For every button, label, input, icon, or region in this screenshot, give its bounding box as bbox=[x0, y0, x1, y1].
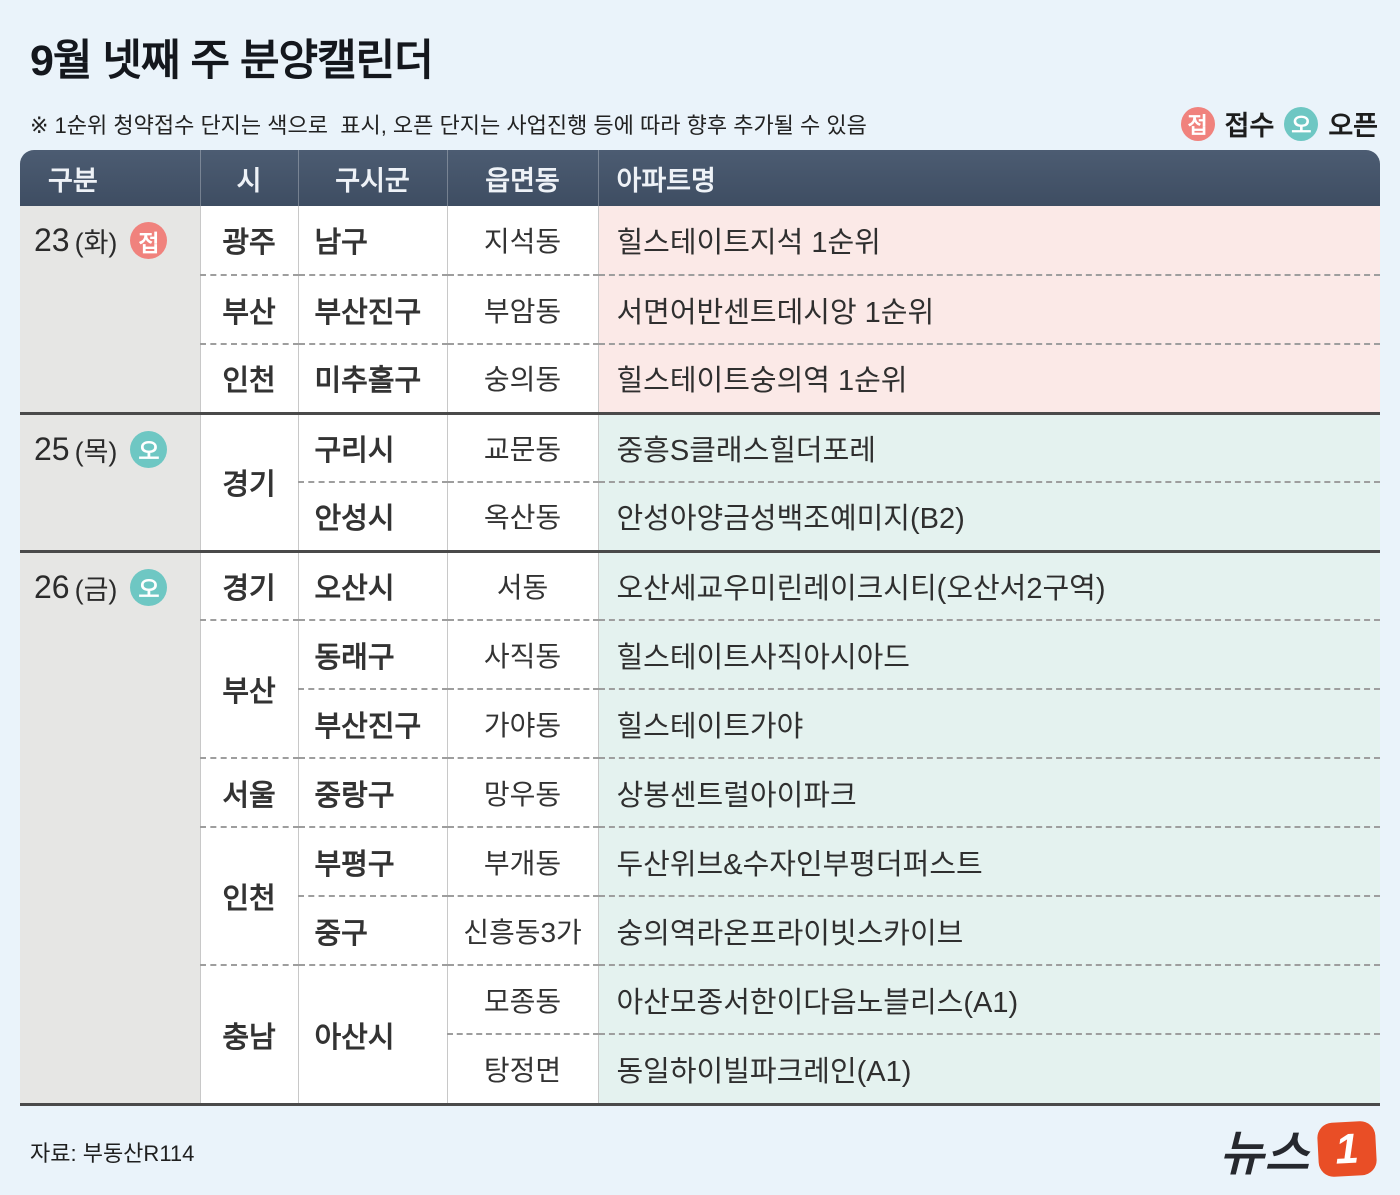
si-cell: 부산 bbox=[199, 619, 298, 758]
legend-reception-label: 접수 bbox=[1224, 111, 1275, 141]
table-row: 23 (화) 접 광주 남구 지석동 힐스테이트지석 1순위 bbox=[20, 206, 1380, 413]
calendar-table: 구분 시 구시군 읍면동 아파트명 23 (화) 접 bbox=[20, 150, 1380, 1103]
eupmyeondong-cell: 교문동 bbox=[446, 411, 598, 482]
eupmyeondong-cell: 부개동 bbox=[446, 826, 598, 896]
gusigun-cell: 아산시 bbox=[297, 964, 447, 1103]
gusigun-cell: 남구 bbox=[297, 206, 447, 275]
table-row: 안성시 옥산동 안성아양금성백조예미지(B2) bbox=[20, 481, 1380, 551]
open-badge-icon: 오 bbox=[1284, 106, 1319, 141]
eupmyeondong-cell: 가야동 bbox=[446, 688, 598, 758]
header-gubun: 구분 bbox=[20, 150, 200, 206]
si-cell: 경기 bbox=[199, 411, 298, 551]
table-row: 탕정면 동일하이빌파크레인(A1) bbox=[20, 1033, 1380, 1103]
si-cell: 인천 bbox=[199, 343, 298, 413]
header-gusigun: 구시군 bbox=[297, 150, 447, 206]
date-cell: 26 (금) 오 bbox=[20, 549, 200, 1103]
apartment-cell: 두산위브&수자인부평더퍼스트 bbox=[597, 826, 1380, 896]
gusigun-cell: 부평구 bbox=[297, 826, 447, 896]
gusigun-cell: 구리시 bbox=[297, 411, 447, 482]
apartment-cell: 아산모종서한이다음노블리스(A1) bbox=[597, 964, 1380, 1034]
date-day: 26 bbox=[34, 568, 70, 605]
si-cell: 부산 bbox=[199, 274, 298, 344]
eupmyeondong-cell: 모종동 bbox=[446, 964, 598, 1034]
table-row: 서울 중랑구 망우동 상봉센트럴아이파크 bbox=[20, 757, 1380, 827]
apartment-cell: 서면어반센트데시앙 1순위 bbox=[597, 274, 1380, 344]
si-cell: 충남 bbox=[199, 964, 298, 1103]
eupmyeondong-cell: 사직동 bbox=[446, 619, 598, 689]
apartment-cell: 힐스테이트지석 1순위 bbox=[597, 206, 1380, 275]
reception-badge-icon: 접 bbox=[130, 222, 168, 259]
news1-logo-box-icon: 1 bbox=[1316, 1120, 1378, 1178]
subtitle-note: ※ 1순위 청약접수 단지는 색으로 표시, 오픈 단지는 사업진행 등에 따라… bbox=[30, 112, 867, 138]
date-line: 25 (목) 오 bbox=[20, 415, 200, 484]
table-row: 부산 동래구 사직동 힐스테이트사직아시아드 bbox=[20, 619, 1380, 758]
apartment-cell: 힐스테이트숭의역 1순위 bbox=[597, 343, 1380, 413]
eupmyeondong-cell: 부암동 bbox=[446, 274, 598, 344]
legend-open-label: 오픈 bbox=[1328, 111, 1378, 141]
date-cell: 25 (목) 오 bbox=[20, 411, 200, 551]
eupmyeondong-cell: 서동 bbox=[446, 549, 598, 620]
date-cell: 23 (화) 접 bbox=[20, 206, 200, 413]
reception-badge-icon: 접 bbox=[1180, 106, 1215, 141]
eupmyeondong-cell: 지석동 bbox=[446, 206, 598, 275]
date-day: 23 bbox=[34, 222, 70, 258]
table-row: 26 (금) 오 경기 오산시 서동 오산세교우미린레이크시티(오산서2구역) bbox=[20, 549, 1380, 1103]
gusigun-cell: 중구 bbox=[297, 895, 447, 965]
header-eupmyeondong: 읍면동 bbox=[446, 150, 598, 206]
table-row: 인천 부평구 부개동 두산위브&수자인부평더퍼스트 bbox=[20, 826, 1380, 965]
legend: 접 접수 오 오픈 bbox=[1180, 104, 1378, 143]
apartment-cell: 힐스테이트가야 bbox=[597, 688, 1380, 758]
header-apartment: 아파트명 bbox=[597, 150, 1380, 206]
apartment-cell: 오산세교우미린레이크시티(오산서2구역) bbox=[597, 549, 1380, 620]
eupmyeondong-cell: 탕정면 bbox=[446, 1033, 598, 1103]
news1-logo-text: 뉴스 bbox=[1219, 1128, 1310, 1181]
table-header-row: 구분 시 구시군 읍면동 아파트명 bbox=[20, 150, 1380, 206]
apartment-cell: 힐스테이트사직아시아드 bbox=[597, 619, 1380, 689]
date-weekday: (화) bbox=[74, 228, 118, 258]
news1-logo: 뉴스 1 bbox=[1219, 1114, 1378, 1184]
si-cell: 인천 bbox=[199, 826, 298, 965]
eupmyeondong-cell: 망우동 bbox=[446, 757, 598, 827]
apartment-cell: 동일하이빌파크레인(A1) bbox=[597, 1033, 1380, 1103]
date-day: 25 bbox=[34, 430, 70, 467]
gusigun-cell: 동래구 bbox=[297, 619, 447, 689]
table-row: 인천 미추홀구 숭의동 힐스테이트숭의역 1순위 bbox=[20, 343, 1380, 413]
page-title: 9월 넷째 주 분양캘린더 bbox=[30, 37, 434, 85]
gusigun-cell: 부산진구 bbox=[297, 688, 447, 758]
date-line: 23 (화) 접 bbox=[20, 206, 200, 275]
table-row: 부산 부산진구 부암동 서면어반센트데시앙 1순위 bbox=[20, 274, 1380, 344]
si-cell: 서울 bbox=[199, 757, 298, 827]
open-badge-icon: 오 bbox=[130, 430, 168, 468]
eupmyeondong-cell: 숭의동 bbox=[446, 343, 598, 413]
gusigun-cell: 부산진구 bbox=[297, 274, 447, 344]
gusigun-cell: 안성시 bbox=[297, 481, 447, 551]
eupmyeondong-cell: 신흥동3가 bbox=[446, 895, 598, 965]
table-row: 25 (목) 오 경기 구리시 교문동 중흥S클래스힐더포레 bbox=[20, 411, 1380, 551]
source-credit: 자료: 부동산R114 bbox=[30, 1141, 195, 1166]
apartment-cell: 숭의역라온프라이빗스카이브 bbox=[597, 895, 1380, 965]
subtitle-row: ※ 1순위 청약접수 단지는 색으로 표시, 오픈 단지는 사업진행 등에 따라… bbox=[30, 104, 1378, 143]
date-weekday: (금) bbox=[74, 574, 118, 605]
calendar-table-wrap: 구분 시 구시군 읍면동 아파트명 23 (화) 접 bbox=[20, 150, 1380, 1106]
header-si: 시 bbox=[199, 150, 298, 206]
open-badge-icon: 오 bbox=[130, 568, 168, 606]
table-row: 충남 아산시 모종동 아산모종서한이다음노블리스(A1) bbox=[20, 964, 1380, 1103]
apartment-cell: 상봉센트럴아이파크 bbox=[597, 757, 1380, 827]
apartment-cell: 중흥S클래스힐더포레 bbox=[597, 411, 1380, 482]
date-line: 26 (금) 오 bbox=[20, 553, 200, 622]
gusigun-cell: 미추홀구 bbox=[297, 343, 447, 413]
si-cell: 광주 bbox=[199, 206, 298, 275]
news1-logo-number: 1 bbox=[1334, 1124, 1360, 1173]
date-weekday: (목) bbox=[74, 436, 118, 467]
gusigun-cell: 오산시 bbox=[297, 549, 447, 620]
si-cell: 경기 bbox=[199, 549, 298, 620]
eupmyeondong-cell: 옥산동 bbox=[446, 481, 598, 551]
apartment-cell: 안성아양금성백조예미지(B2) bbox=[597, 481, 1380, 551]
table-row: 중구 신흥동3가 숭의역라온프라이빗스카이브 bbox=[20, 895, 1380, 965]
gusigun-cell: 중랑구 bbox=[297, 757, 447, 827]
table-row: 부산진구 가야동 힐스테이트가야 bbox=[20, 688, 1380, 758]
